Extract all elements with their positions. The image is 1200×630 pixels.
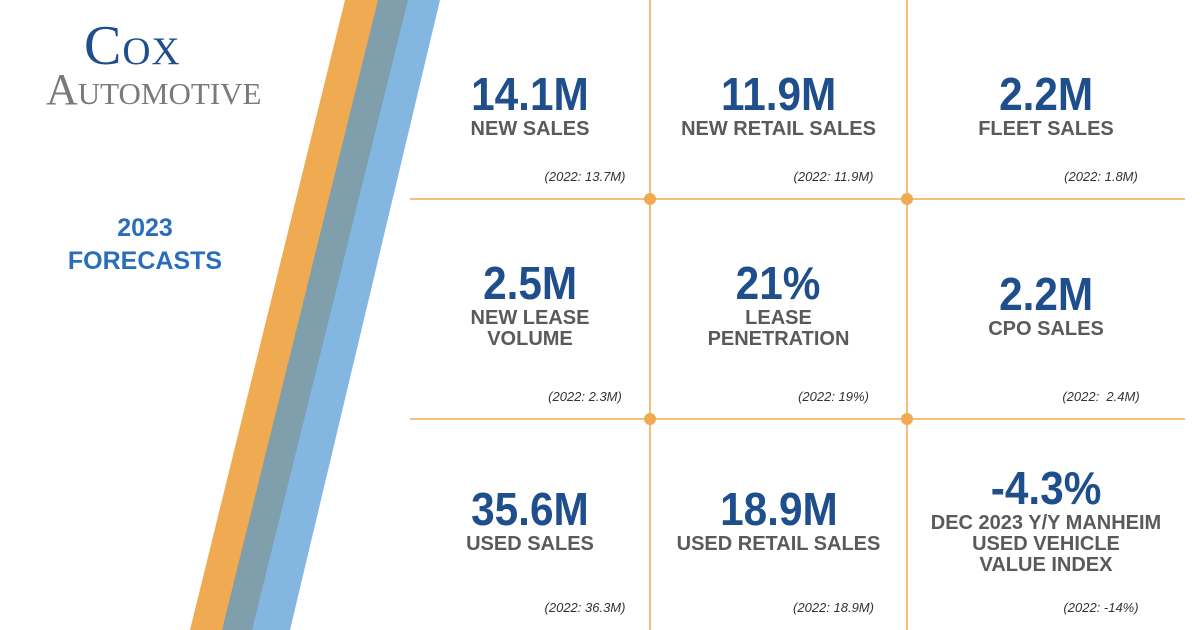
forecast-label: NEW RETAIL SALES xyxy=(681,118,876,140)
forecast-tile: 2.2M CPO SALES (2022: 2.4M) xyxy=(907,199,1185,419)
forecast-label: USED VEHICLE xyxy=(972,533,1120,555)
heading: 2023 FORECASTS xyxy=(30,212,260,278)
forecast-value: 2.2M xyxy=(998,68,1094,120)
logo: Cox Automotive xyxy=(46,18,261,112)
prior-year: (2022: 1.8M) xyxy=(1064,169,1138,184)
tile-body: 2.5M NEW LEASE VOLUME xyxy=(410,219,650,389)
forecast-label: NEW SALES xyxy=(470,118,590,140)
stripe-blue xyxy=(252,0,440,630)
dot xyxy=(644,413,656,425)
tile-body: 14.1M NEW SALES xyxy=(410,40,650,169)
tile-body: 21% LEASE PENETRATION xyxy=(650,219,907,389)
forecast-value: -4.3% xyxy=(990,462,1102,514)
forecast-label: FLEET SALES xyxy=(978,118,1114,140)
dot xyxy=(644,193,656,205)
heading-line: FORECASTS xyxy=(67,247,223,275)
prior-year: (2022: 13.7M) xyxy=(544,169,626,184)
forecast-tile: -4.3% DEC 2023 Y/Y MANHEIM USED VEHICLE VAL… xyxy=(907,419,1185,630)
dot xyxy=(901,193,913,205)
prior-year: (2022: 11.9M) xyxy=(793,169,874,184)
forecast-value: 18.9M xyxy=(719,483,838,535)
forecast-value: 2.5M xyxy=(482,257,578,309)
forecast-label: NEW LEASE xyxy=(470,307,590,329)
forecast-label: CPO SALES xyxy=(988,317,1104,340)
forecast-value: 2.2M xyxy=(998,267,1094,320)
stripe-gray xyxy=(222,0,410,630)
forecast-value: 21% xyxy=(736,257,821,309)
dot xyxy=(901,413,913,425)
prior-year: (2022: 19%) xyxy=(798,389,869,404)
forecast-label: DEC 2023 Y/Y MANHEIM xyxy=(930,512,1162,534)
forecast-label: VOLUME xyxy=(487,328,573,350)
tile-body: 35.6M USED SALES xyxy=(410,439,650,600)
forecast-tile: 11.9M NEW RETAIL SALES (2022: 11.9M) xyxy=(650,0,907,199)
forecast-value: 11.9M xyxy=(720,68,837,120)
forecast-label: VALUE INDEX xyxy=(979,554,1113,576)
forecast-tile: 35.6M USED SALES (2022: 36.3M) xyxy=(410,419,650,630)
forecast-tile: 14.1M NEW SALES (2022: 13.7M) xyxy=(410,0,650,199)
forecast-tile: 2.5M NEW LEASE VOLUME (2022: 2.3M) xyxy=(410,199,650,419)
forecast-value: 14.1M xyxy=(471,68,589,120)
stripe-orange xyxy=(190,0,380,630)
tile-body: 2.2M CPO SALES xyxy=(907,219,1185,389)
prior-year: (2022: -14%) xyxy=(1063,600,1139,615)
forecast-label: USED RETAIL SALES xyxy=(676,533,881,555)
tile-body: 11.9M NEW RETAIL SALES xyxy=(650,40,907,169)
forecast-label: PENETRATION xyxy=(707,328,850,350)
forecast-tile: 18.9M USED RETAIL SALES (2022: 18.9M) xyxy=(650,419,907,630)
prior-year: (2022: 2.3M) xyxy=(548,389,622,404)
logo-line: Cox xyxy=(84,15,181,77)
forecast-tile: 21% LEASE PENETRATION (2022: 19%) xyxy=(650,199,907,419)
logo-line: Automotive xyxy=(46,65,262,114)
heading-line: 2023 xyxy=(117,214,173,242)
forecast-value: 35.6M xyxy=(471,483,589,535)
prior-year: (2022: 36.3M) xyxy=(544,600,626,615)
tile-body: -4.3% DEC 2023 Y/Y MANHEIM USED VEHICLE VAL… xyxy=(907,439,1185,600)
forecast-label: LEASE xyxy=(745,307,812,329)
forecast-label: USED SALES xyxy=(466,533,594,555)
prior-year: (2022: 18.9M) xyxy=(793,600,874,615)
tile-body: 2.2M FLEET SALES xyxy=(907,40,1185,169)
prior-year: (2022: 2.4M) xyxy=(1062,389,1140,404)
forecast-tile: 2.2M FLEET SALES (2022: 1.8M) xyxy=(907,0,1185,199)
tile-body: 18.9M USED RETAIL SALES xyxy=(650,439,907,600)
